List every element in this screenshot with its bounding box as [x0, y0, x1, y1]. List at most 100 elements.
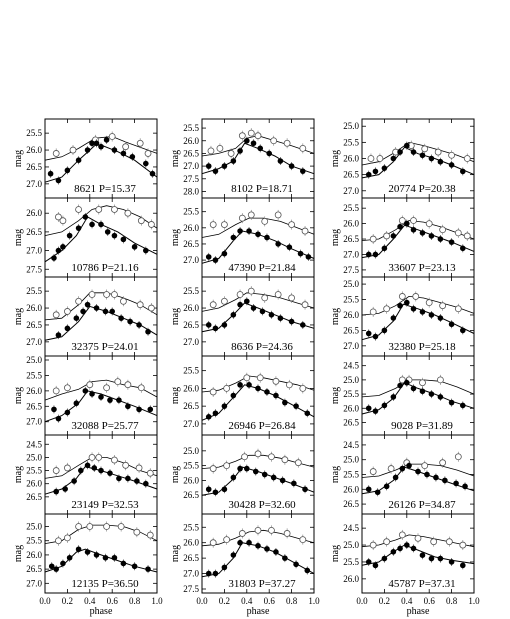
data-point-filled — [125, 475, 131, 482]
data-point-filled — [381, 402, 388, 409]
data-point-filled — [131, 563, 138, 570]
data-point-filled — [53, 488, 59, 495]
data-point-open — [120, 297, 127, 305]
data-point-filled — [460, 562, 466, 569]
data-point-filled — [404, 379, 410, 386]
data-point-open — [122, 143, 130, 151]
panel-label: 23149 P=32.53 — [71, 499, 139, 511]
data-point-filled — [288, 318, 295, 325]
data-point-open — [410, 217, 417, 224]
data-point-filled — [237, 465, 243, 472]
y-tick-label: 25.5 — [26, 128, 42, 138]
y-axis-title: mag — [170, 150, 181, 167]
y-tick-label: 26.0 — [343, 403, 359, 413]
data-point-filled — [448, 559, 455, 565]
x-tick-label: 0.0 — [39, 596, 51, 606]
y-tick-label: 25.0 — [26, 522, 42, 532]
y-tick-label: 27.0 — [183, 419, 199, 429]
data-point-filled — [397, 223, 403, 230]
y-tick-label: 26.0 — [343, 310, 359, 320]
data-point-filled — [365, 559, 372, 565]
panel-32088: 25.0 25.5 26.0 26.5 27.0 mag 32088 P=25.77 — [13, 355, 158, 436]
data-point-filled — [428, 312, 435, 318]
data-point-filled — [365, 171, 372, 178]
data-point-filled — [205, 163, 212, 169]
data-point-filled — [212, 410, 219, 417]
data-point-filled — [293, 403, 299, 409]
y-axis-title: mag — [13, 387, 24, 404]
data-point-open — [412, 293, 420, 300]
panel-frame — [361, 513, 475, 594]
data-point-open — [103, 291, 110, 298]
data-point-open — [254, 450, 262, 458]
y-tick-label: 27.0 — [183, 337, 199, 347]
data-point-filled — [268, 312, 275, 318]
y-tick-label: 25.5 — [183, 366, 199, 376]
template-curve-open — [201, 292, 315, 312]
y-tick-label: 26.5 — [26, 320, 42, 330]
data-point-open — [463, 155, 471, 162]
data-point-filled — [230, 234, 237, 241]
data-point-filled — [145, 328, 151, 335]
data-point-open — [52, 150, 60, 157]
y-tick-label: 25.5 — [183, 286, 199, 296]
panel-label: 47390 P=21.84 — [228, 262, 296, 274]
data-point-filled — [460, 245, 466, 252]
data-point-open — [261, 294, 269, 302]
x-tick-label: 0.0 — [196, 596, 208, 606]
y-tick-label: 26.0 — [343, 574, 359, 584]
panel-32375: 25.5 26.0 26.5 27.0 mag 32375 P=24.01 — [13, 276, 158, 357]
y-axis-title: mag — [330, 150, 341, 167]
data-point-open — [434, 148, 442, 156]
data-point-filled — [82, 388, 89, 394]
data-point-filled — [273, 392, 279, 399]
panel-frame — [44, 513, 158, 594]
data-point-filled — [372, 168, 379, 175]
y-axis-title: mag — [170, 229, 181, 246]
data-point-open — [124, 381, 132, 389]
data-point-open — [117, 523, 125, 530]
data-point-filled — [136, 406, 142, 413]
panel-label: 8102 P=18.71 — [231, 183, 293, 195]
panel-label: 30428 P=32.60 — [228, 499, 296, 511]
template-curve-open — [201, 375, 315, 393]
data-point-open — [144, 150, 152, 157]
data-point-filled — [415, 468, 421, 475]
x-tick-label: 0.4 — [401, 596, 413, 606]
data-point-filled — [51, 406, 57, 413]
data-point-filled — [55, 415, 62, 422]
data-point-open — [439, 459, 447, 467]
template-curve-filled — [44, 548, 158, 573]
data-point-filled — [221, 163, 228, 169]
data-point-open — [425, 220, 433, 228]
data-point-open — [398, 217, 406, 224]
data-point-filled — [397, 382, 403, 389]
panel-32380: 25.0 25.5 26.0 26.5 27.0 mag 32380 P=25.18 — [330, 276, 475, 357]
y-axis-title: mag — [170, 545, 181, 562]
x-tick-label: 0.6 — [264, 596, 276, 606]
template-curve-filled — [201, 466, 315, 496]
data-point-filled — [98, 467, 104, 474]
data-point-open — [69, 146, 77, 154]
data-point-open — [236, 291, 244, 298]
data-point-open — [220, 221, 228, 228]
y-tick-label: 27.0 — [183, 255, 199, 265]
template-curve-open — [361, 463, 475, 478]
y-tick-label: 25.5 — [183, 461, 199, 471]
y-tick-label: 25.5 — [343, 203, 359, 213]
data-point-open — [238, 132, 246, 140]
y-axis-title: mag — [170, 387, 181, 404]
y-axis-title: mag — [170, 466, 181, 483]
data-point-open — [95, 206, 103, 213]
data-point-open — [216, 144, 224, 152]
y-tick-label: 26.5 — [26, 401, 42, 411]
y-tick-label: 26.0 — [183, 136, 199, 146]
data-point-open — [294, 459, 302, 467]
x-axis-title: phase — [247, 606, 270, 617]
data-point-open — [430, 538, 438, 546]
x-tick-label: 0.2 — [379, 596, 390, 606]
panel-label: 12135 P=36.50 — [71, 578, 139, 590]
data-point-filled — [428, 391, 435, 397]
data-point-filled — [244, 298, 250, 305]
